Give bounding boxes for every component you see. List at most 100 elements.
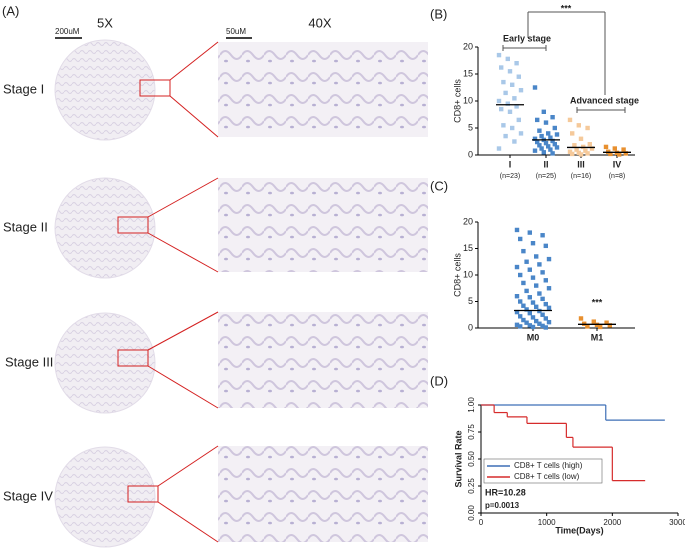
data-point — [514, 61, 519, 66]
stage-label: Stage II — [3, 219, 48, 234]
stage-label: Stage III — [5, 354, 53, 369]
data-point — [514, 104, 519, 109]
data-point — [554, 145, 560, 150]
legend-label: CD8+ T cells (high) — [514, 461, 583, 470]
zoom-line — [147, 365, 219, 409]
data-point — [552, 142, 557, 147]
tissue-core — [54, 312, 156, 414]
data-point — [548, 135, 553, 140]
y-tick-label: 20 — [463, 41, 473, 51]
data-point — [510, 125, 515, 131]
data-point — [552, 125, 557, 131]
data-point — [527, 267, 532, 272]
tissue-core — [54, 446, 156, 548]
data-point — [496, 98, 502, 104]
data-point — [539, 146, 544, 151]
data-point — [546, 144, 551, 149]
data-point — [604, 320, 609, 325]
count-label: (n=25) — [536, 173, 556, 180]
data-point — [534, 304, 539, 309]
data-point — [532, 85, 538, 90]
data-point — [543, 243, 548, 249]
data-point — [537, 291, 542, 296]
zoom-box — [127, 485, 159, 503]
annotation: p=0.0013 — [485, 501, 520, 510]
data-point — [505, 56, 510, 62]
y-tick-label: 10 — [463, 269, 473, 279]
data-point — [546, 305, 552, 311]
scale-label: 50uM — [226, 27, 246, 36]
y-tick-label: 0.50 — [467, 451, 476, 467]
annotation: HR=10.28 — [485, 487, 526, 497]
data-point — [521, 280, 526, 286]
data-point — [518, 299, 523, 304]
zoom-line — [169, 95, 219, 138]
zoom-line — [157, 445, 219, 487]
data-point — [524, 288, 529, 294]
panel-label: (C) — [430, 178, 448, 193]
y-tick-label: 15 — [463, 243, 473, 253]
zoom-box — [117, 216, 149, 234]
data-point — [530, 241, 536, 246]
y-tick-label: 5 — [468, 122, 473, 132]
x-tick-label: III — [577, 159, 585, 169]
data-point — [583, 148, 588, 153]
data-point — [532, 136, 538, 141]
y-tick-label: 10 — [463, 95, 473, 105]
data-point — [524, 320, 529, 325]
data-point — [576, 123, 581, 128]
data-point — [572, 143, 577, 148]
data-point — [507, 69, 513, 74]
data-point — [550, 138, 555, 144]
data-point — [567, 117, 573, 123]
annotation: Advanced stage — [570, 95, 639, 105]
data-point — [548, 147, 553, 152]
data-point — [530, 300, 536, 305]
data-point — [598, 324, 603, 330]
column-label: 40X — [308, 15, 331, 30]
y-tick-label: 5 — [468, 296, 473, 306]
data-point — [534, 318, 539, 324]
data-point — [518, 314, 523, 319]
charts: (B) 0 5 10 15 20 CD8+ cells I (n=23) II (n=25) III (… — [430, 3, 685, 535]
x-tick-label: 3000 — [669, 518, 685, 527]
data-point — [585, 151, 590, 156]
tissue-core — [54, 177, 156, 279]
data-point — [612, 146, 617, 151]
x-tick-label: I — [509, 159, 512, 169]
data-point — [530, 315, 536, 320]
data-point — [499, 106, 504, 112]
data-point — [501, 123, 506, 128]
y-tick-label: 15 — [463, 68, 473, 78]
data-point — [578, 152, 584, 157]
data-point — [505, 101, 510, 106]
y-tick-label: 0 — [468, 149, 473, 159]
data-point — [534, 283, 539, 288]
y-tick-label: 0 — [468, 322, 473, 332]
data-point — [516, 74, 521, 79]
data-point — [539, 133, 544, 139]
data-point — [512, 139, 517, 144]
data-point — [521, 317, 526, 323]
x-tick-label: 1000 — [538, 518, 556, 527]
y-axis-label: Survival Rate — [453, 430, 463, 487]
data-point — [532, 148, 538, 153]
data-point — [587, 142, 592, 147]
data-point — [550, 151, 555, 156]
legend-label: CD8+ T cells (low) — [514, 472, 580, 481]
data-point — [518, 88, 524, 93]
data-point — [534, 254, 539, 259]
data-point — [527, 295, 532, 300]
zoom-line — [169, 41, 219, 81]
data-point — [589, 146, 595, 151]
data-point — [537, 128, 542, 133]
data-point — [503, 90, 508, 96]
data-point — [514, 227, 520, 233]
data-point — [543, 316, 548, 321]
data-point — [521, 303, 526, 308]
scale-label: 200uM — [55, 27, 80, 36]
data-point — [543, 301, 548, 307]
data-point — [518, 131, 524, 136]
data-point — [540, 296, 545, 302]
